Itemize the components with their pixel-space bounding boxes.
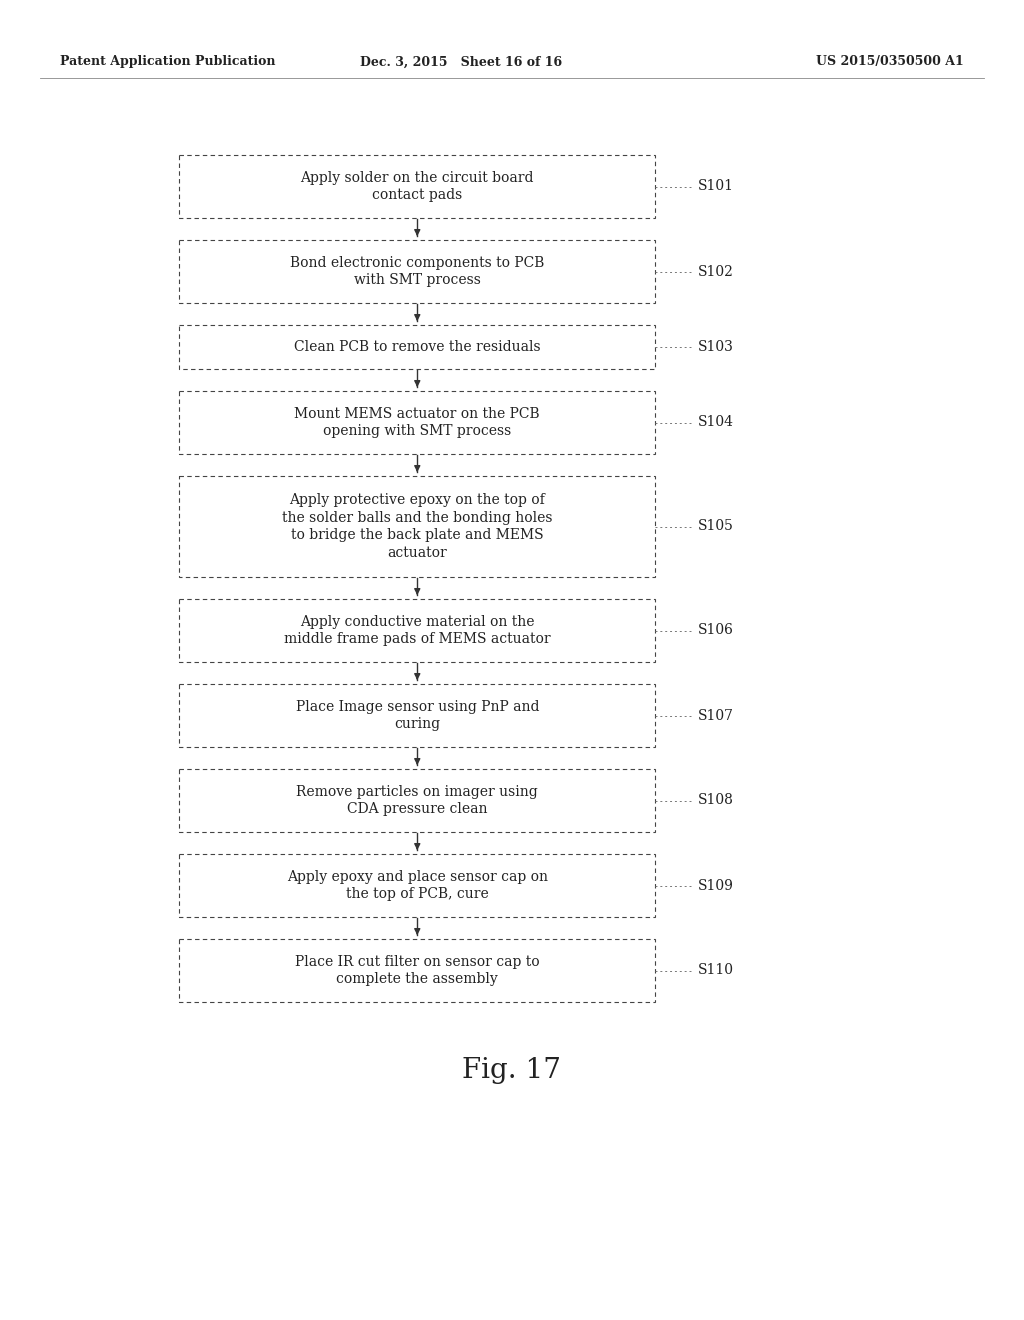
FancyBboxPatch shape: [179, 684, 655, 747]
Text: S110: S110: [698, 964, 734, 978]
FancyBboxPatch shape: [179, 391, 655, 454]
Text: Clean PCB to remove the residuals: Clean PCB to remove the residuals: [294, 341, 541, 354]
Text: S103: S103: [698, 341, 734, 354]
Text: Patent Application Publication: Patent Application Publication: [60, 55, 275, 69]
FancyBboxPatch shape: [179, 770, 655, 832]
Text: S105: S105: [698, 520, 734, 533]
Text: S106: S106: [698, 623, 734, 638]
FancyBboxPatch shape: [179, 325, 655, 370]
Text: S104: S104: [698, 416, 734, 429]
Text: S102: S102: [698, 264, 734, 279]
Text: S107: S107: [698, 709, 734, 722]
Text: Dec. 3, 2015   Sheet 16 of 16: Dec. 3, 2015 Sheet 16 of 16: [359, 55, 562, 69]
FancyBboxPatch shape: [179, 939, 655, 1002]
FancyBboxPatch shape: [179, 240, 655, 304]
Text: Remove particles on imager using
CDA pressure clean: Remove particles on imager using CDA pre…: [296, 784, 539, 817]
Text: Place Image sensor using PnP and
curing: Place Image sensor using PnP and curing: [296, 700, 539, 731]
FancyBboxPatch shape: [179, 854, 655, 917]
Text: Fig. 17: Fig. 17: [463, 1057, 561, 1084]
Text: US 2015/0350500 A1: US 2015/0350500 A1: [816, 55, 964, 69]
FancyBboxPatch shape: [179, 154, 655, 218]
FancyBboxPatch shape: [179, 599, 655, 663]
Text: Apply epoxy and place sensor cap on
the top of PCB, cure: Apply epoxy and place sensor cap on the …: [287, 870, 548, 902]
Text: Bond electronic components to PCB
with SMT process: Bond electronic components to PCB with S…: [290, 256, 545, 288]
Text: Mount MEMS actuator on the PCB
opening with SMT process: Mount MEMS actuator on the PCB opening w…: [295, 407, 540, 438]
Text: Apply conductive material on the
middle frame pads of MEMS actuator: Apply conductive material on the middle …: [284, 615, 551, 647]
Text: Place IR cut filter on sensor cap to
complete the assembly: Place IR cut filter on sensor cap to com…: [295, 954, 540, 986]
Text: Apply solder on the circuit board
contact pads: Apply solder on the circuit board contac…: [300, 170, 535, 202]
Text: S108: S108: [698, 793, 734, 808]
FancyBboxPatch shape: [179, 477, 655, 577]
Text: S109: S109: [698, 879, 734, 892]
Text: S101: S101: [698, 180, 734, 194]
Text: Apply protective epoxy on the top of
the solder balls and the bonding holes
to b: Apply protective epoxy on the top of the…: [282, 492, 553, 560]
